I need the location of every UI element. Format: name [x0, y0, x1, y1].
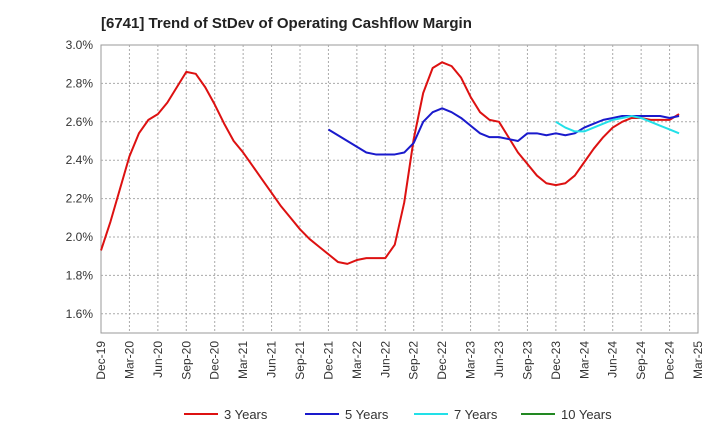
x-tick-label: Dec-22 [435, 341, 449, 380]
legend-label: 10 Years [561, 407, 612, 422]
x-tick-label: Dec-20 [208, 341, 222, 380]
x-tick-label: Sep-21 [293, 341, 307, 380]
y-tick-label: 1.6% [66, 307, 94, 321]
x-tick-label: Jun-21 [265, 341, 279, 378]
plot-area [100, 44, 699, 334]
x-tick-label: Mar-20 [122, 341, 136, 379]
y-tick-label: 2.2% [66, 192, 94, 206]
series-line-2 [327, 107, 680, 156]
series-line-1 [100, 61, 680, 265]
legend-label: 7 Years [454, 407, 498, 422]
x-tick-label: Mar-21 [236, 341, 250, 379]
y-tick-label: 2.6% [66, 115, 94, 129]
x-tick-label: Mar-25 [691, 341, 705, 379]
x-tick-label: Jun-23 [492, 341, 506, 378]
x-tick-label: Dec-21 [321, 341, 335, 380]
x-tick-label: Sep-20 [179, 341, 193, 380]
x-tick-label: Dec-23 [549, 341, 563, 380]
legend: 3 Years 5 Years 7 Years 10 Years [184, 407, 612, 422]
y-tick-label: 2.8% [66, 76, 94, 90]
y-tick-label: 1.8% [66, 268, 94, 282]
y-axis-ticks: 3.0% 2.8% 2.6% 2.4% 2.2% 2.0% 1.8% 1.6% [66, 38, 94, 321]
x-axis-ticks: Dec-19 Mar-20 Jun-20 Sep-20 Dec-20 Mar-21 Jun-… [94, 341, 705, 380]
series-lines [100, 61, 680, 265]
y-tick-label: 3.0% [66, 38, 94, 52]
x-tick-label: Mar-22 [350, 341, 364, 379]
x-tick-label: Jun-20 [151, 341, 165, 378]
x-tick-label: Jun-22 [378, 341, 392, 378]
x-tick-label: Dec-19 [94, 341, 108, 380]
legend-label: 3 Years [224, 407, 268, 422]
x-tick-label: Mar-23 [464, 341, 478, 379]
x-tick-label: Sep-24 [634, 341, 648, 380]
series-line-3 [555, 115, 680, 135]
y-tick-label: 2.4% [66, 153, 94, 167]
legend-label: 5 Years [345, 407, 389, 422]
grid-lines [101, 45, 698, 333]
y-tick-label: 2.0% [66, 230, 94, 244]
x-tick-label: Sep-23 [520, 341, 534, 380]
x-tick-label: Dec-24 [663, 341, 677, 380]
chart-title: [6741] Trend of StDev of Operating Cashf… [101, 15, 472, 32]
x-tick-label: Jun-24 [606, 341, 620, 378]
x-tick-label: Sep-22 [407, 341, 421, 380]
x-tick-label: Mar-24 [577, 341, 591, 379]
